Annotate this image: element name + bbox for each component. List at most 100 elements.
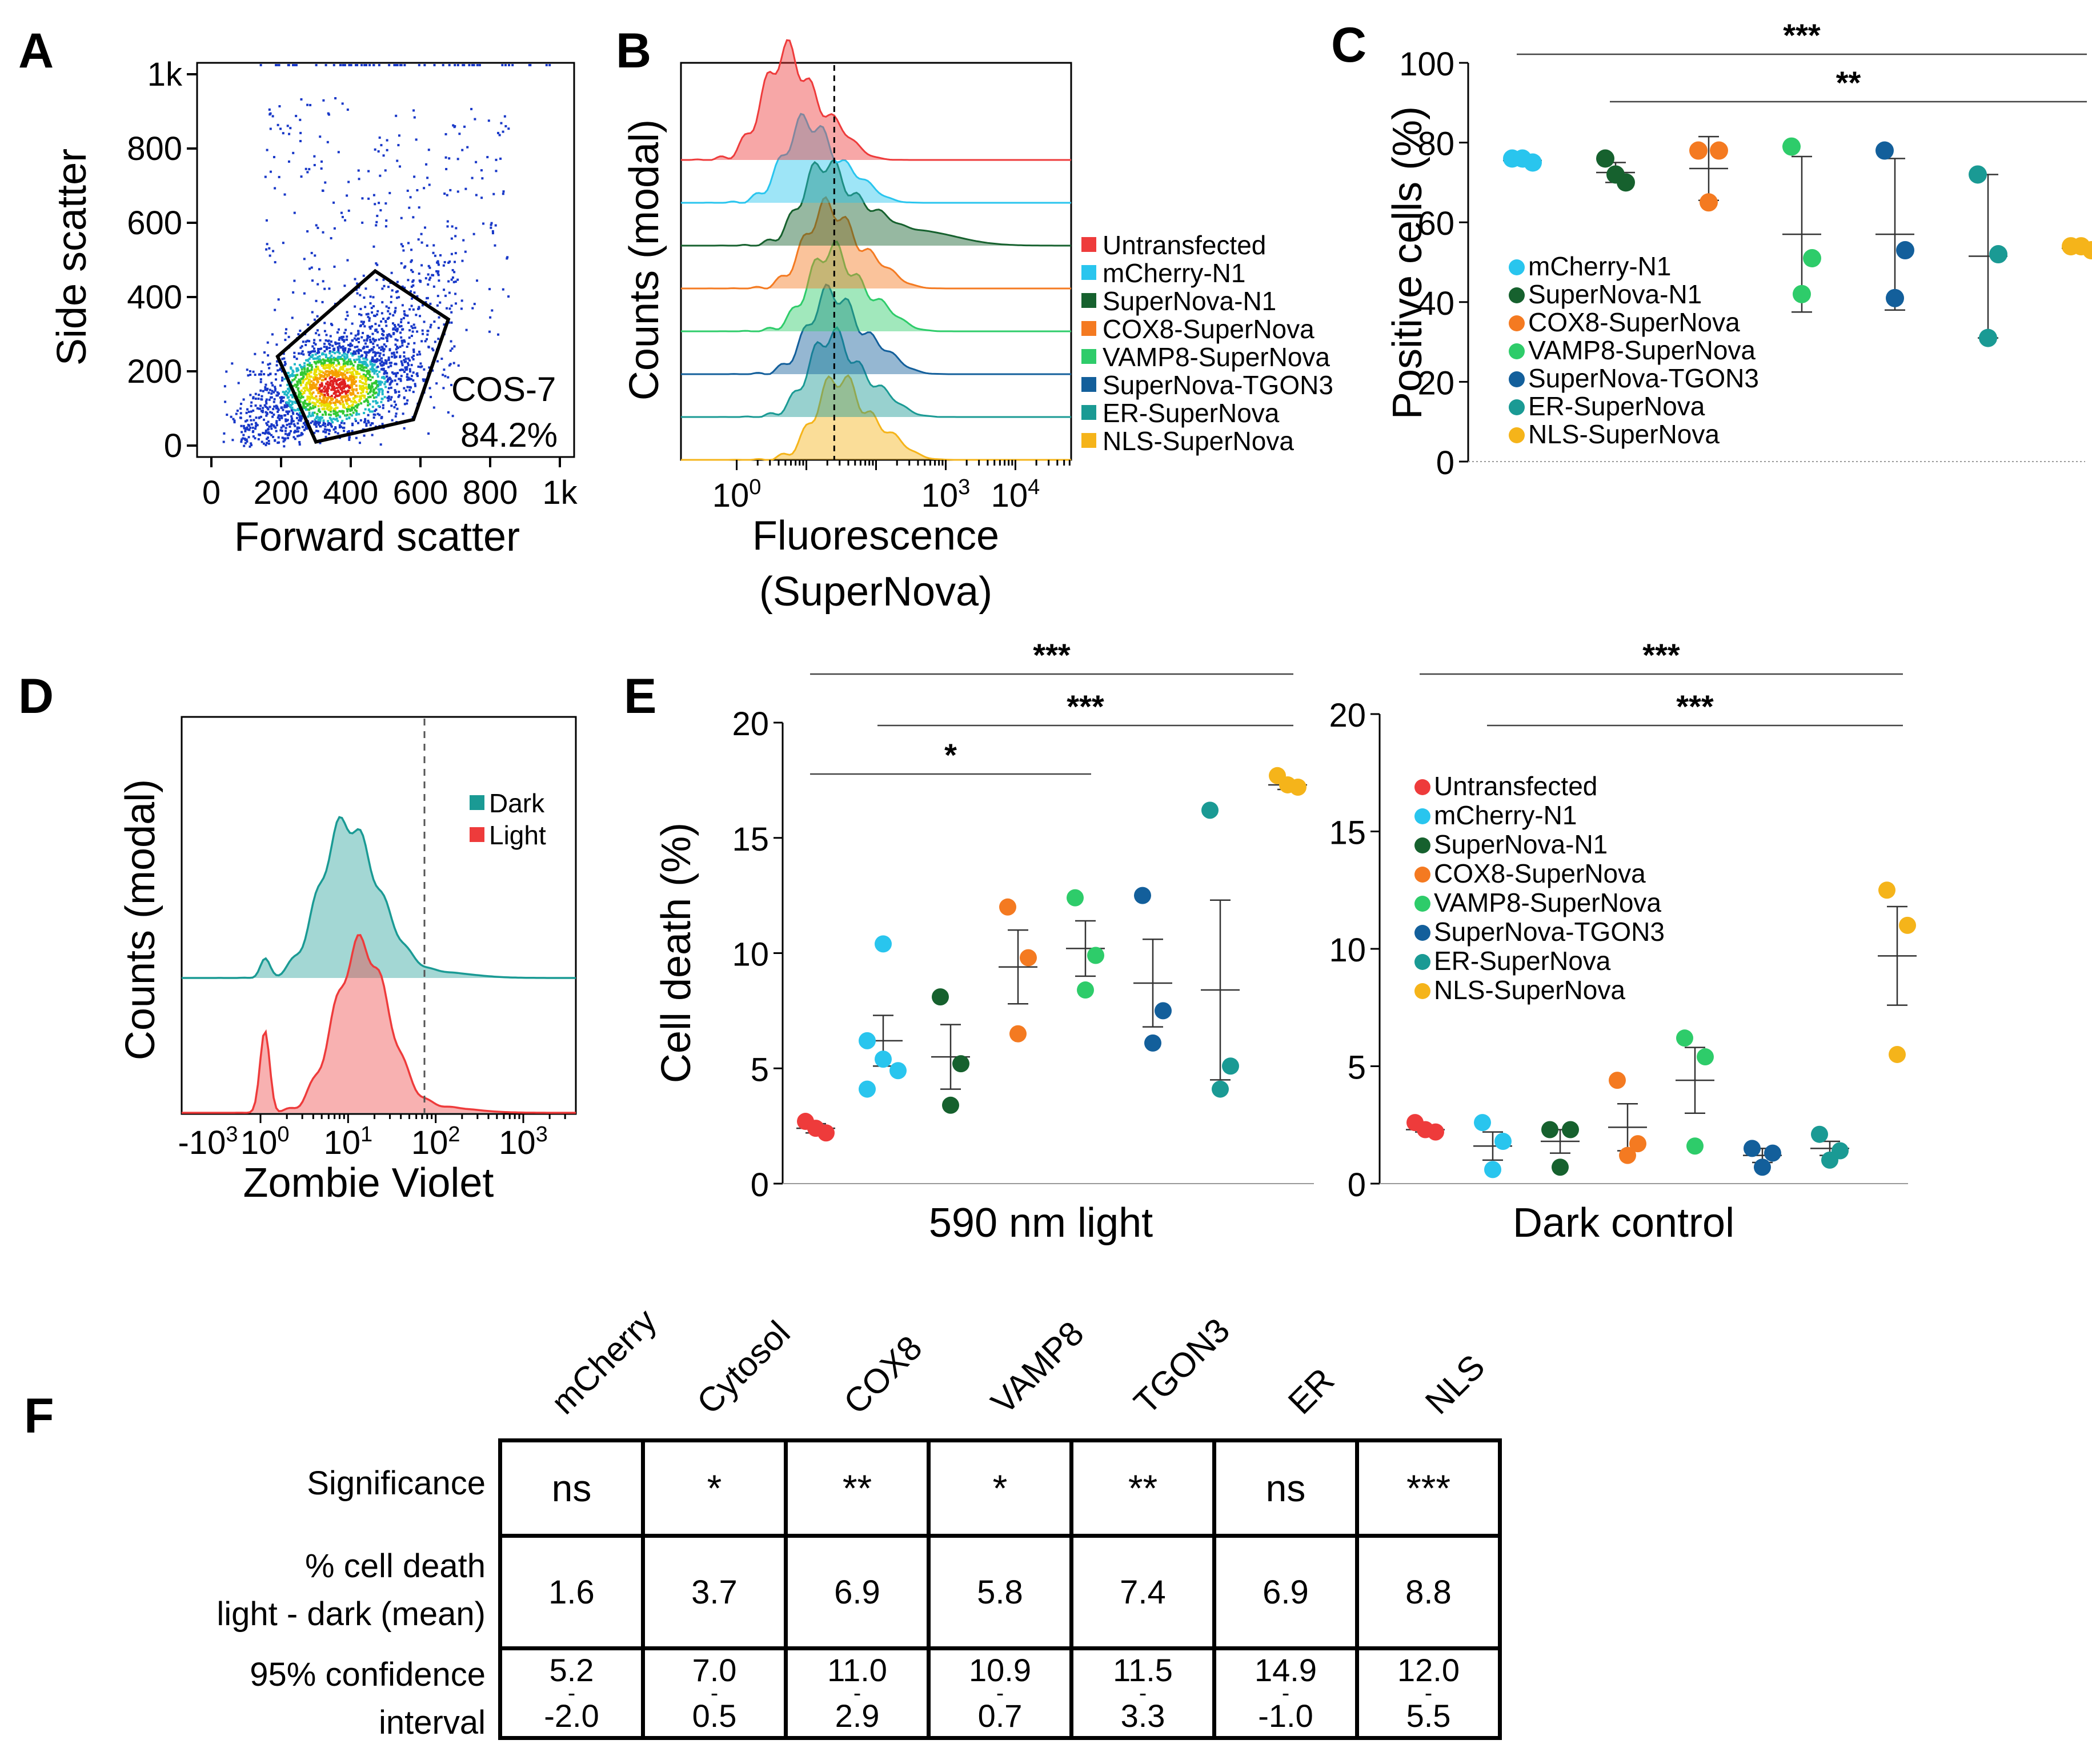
event-dot: [347, 389, 350, 392]
event-dot: [410, 260, 412, 263]
event-dot: [351, 422, 354, 425]
event-dot: [282, 440, 285, 443]
event-dot: [335, 395, 338, 398]
event-dot: [390, 364, 392, 367]
event-dot: [350, 378, 352, 381]
event-dot: [368, 410, 371, 413]
event-dot: [319, 390, 322, 392]
event-dot: [340, 398, 343, 401]
event-dot: [462, 239, 465, 242]
event-dot: [277, 436, 280, 439]
event-dot: [347, 350, 350, 353]
event-dot: [279, 367, 282, 370]
event-dot: [329, 376, 332, 379]
event-dot: [379, 443, 382, 446]
event-dot: [446, 225, 449, 228]
event-dot: [251, 426, 254, 429]
event-dot: [341, 410, 344, 412]
event-dot: [244, 442, 247, 444]
event-dot: [274, 373, 277, 376]
event-dot: [249, 426, 252, 429]
event-dot: [356, 64, 359, 66]
event-dot: [319, 339, 322, 342]
event-dot: [404, 357, 407, 360]
event-dot: [417, 365, 420, 368]
event-dot: [290, 367, 292, 370]
event-dot: [346, 259, 349, 262]
event-dot: [406, 314, 409, 317]
event-dot: [328, 416, 331, 419]
event-dot: [327, 396, 330, 399]
event-dot: [396, 280, 399, 283]
event-dot: [268, 432, 271, 435]
event-dot: [267, 391, 270, 394]
event-dot: [280, 370, 283, 372]
event-dot: [432, 285, 435, 288]
event-dot: [326, 391, 328, 394]
event-dot: [363, 360, 366, 363]
data-point: [1811, 1125, 1828, 1143]
event-dot: [335, 391, 338, 394]
event-dot: [367, 408, 370, 411]
hist-fill: [681, 159, 1071, 246]
x-tick-label: 600: [393, 474, 448, 511]
event-dot: [351, 430, 354, 432]
event-dot: [312, 382, 315, 384]
event-dot: [269, 411, 272, 414]
event-dot: [328, 343, 331, 346]
event-dot: [290, 422, 293, 425]
event-dot: [385, 305, 388, 308]
event-dot: [344, 392, 347, 395]
event-dot: [395, 355, 398, 358]
event-dot: [240, 424, 243, 427]
event-dot: [363, 394, 366, 397]
event-dot: [276, 406, 279, 408]
event-dot: [308, 358, 311, 360]
event-dot: [412, 351, 415, 354]
event-dot: [367, 396, 370, 399]
event-dot: [427, 264, 430, 267]
event-dot: [406, 402, 408, 405]
event-dot: [391, 352, 394, 355]
y-tick-label: 80: [1417, 126, 1454, 163]
event-dot: [418, 206, 420, 209]
legend-label: SuperNova-TGON3: [1434, 917, 1665, 947]
event-dot: [447, 261, 450, 264]
event-dot: [325, 334, 328, 336]
event-dot: [478, 64, 481, 66]
event-dot: [400, 375, 403, 378]
event-dot: [496, 131, 499, 134]
event-dot: [289, 127, 292, 130]
event-dot: [250, 423, 253, 426]
event-dot: [298, 352, 300, 355]
event-dot: [316, 360, 319, 363]
event-dot: [380, 397, 383, 400]
data-point: [1562, 1121, 1579, 1138]
event-dot: [242, 434, 245, 436]
event-dot: [464, 250, 467, 253]
event-dot: [292, 408, 295, 411]
event-dot: [275, 378, 278, 381]
event-dot: [384, 359, 387, 362]
event-dot: [373, 372, 376, 375]
event-dot: [369, 327, 372, 330]
event-dot: [330, 424, 332, 427]
event-dot: [356, 392, 359, 395]
event-dot: [333, 387, 336, 390]
event-dot: [428, 278, 431, 281]
event-dot: [298, 419, 300, 422]
event-dot: [315, 370, 318, 373]
event-dot: [412, 391, 415, 394]
event-dot: [371, 376, 374, 379]
event-dot: [294, 409, 297, 412]
event-dot: [291, 407, 294, 410]
event-dot: [298, 399, 301, 402]
event-dot: [310, 422, 312, 424]
event-dot: [298, 394, 300, 396]
event-dot: [528, 64, 531, 66]
event-dot: [392, 328, 395, 331]
legend-label: Untransfected: [1103, 230, 1266, 260]
event-dot: [338, 424, 341, 427]
event-dot: [373, 368, 376, 371]
event-dot: [341, 358, 344, 360]
